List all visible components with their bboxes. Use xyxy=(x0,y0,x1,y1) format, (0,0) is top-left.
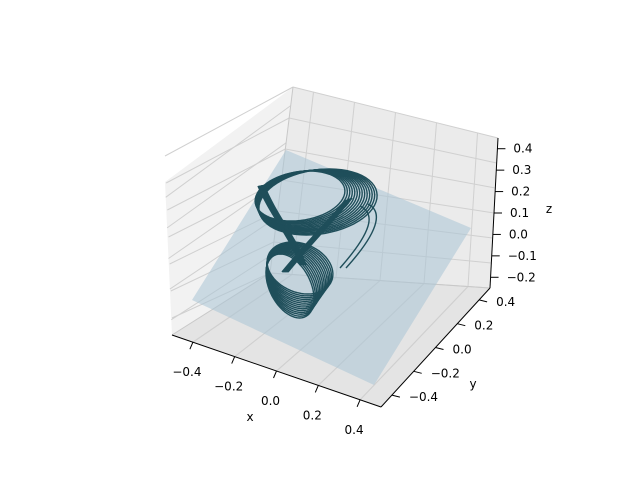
z-ticks: −0.2 −0.1 0.0 0.1 0.2 0.3 0.4 xyxy=(490,142,537,284)
trajectory-series xyxy=(254,168,378,319)
y-tick-label: 0.0 xyxy=(453,343,472,357)
z-tick-label: 0.3 xyxy=(512,163,531,177)
y-gridline-left xyxy=(166,142,287,229)
x-gridline-back xyxy=(467,132,478,287)
x-ticks: −0.4 −0.2 0.0 0.2 0.4 xyxy=(172,342,364,437)
z-tick-label: −0.2 xyxy=(507,270,536,284)
trajectory-tail xyxy=(339,203,378,269)
y-gridline-left xyxy=(165,105,291,198)
z-tick-label: −0.1 xyxy=(508,249,537,263)
z-axis-label: z xyxy=(546,202,552,216)
y-tick-label: 0.2 xyxy=(474,319,493,333)
trajectory-lower-loop xyxy=(266,241,334,295)
y-axis-label: y xyxy=(469,377,476,391)
y-tick-mark xyxy=(435,347,444,350)
z-tick-label: 0.0 xyxy=(509,227,528,241)
y-tick-label: 0.4 xyxy=(496,295,515,309)
y-tick-mark xyxy=(457,323,466,327)
y-tick-mark xyxy=(413,370,422,374)
trajectory-upper-loop xyxy=(258,168,378,236)
z-gridline xyxy=(165,117,290,184)
z-tick-label: 0.4 xyxy=(513,142,532,156)
y-tick-mark xyxy=(391,394,401,398)
y-gridline xyxy=(359,286,469,401)
y-tick-mark xyxy=(478,299,488,303)
z-gridline xyxy=(167,148,286,211)
x-tick-mark xyxy=(231,356,236,364)
y-tick-label: −0.4 xyxy=(409,390,438,404)
z-tick-label: 0.1 xyxy=(510,206,529,220)
x-tick-mark xyxy=(273,370,277,379)
x-tick-label: 0.0 xyxy=(261,394,280,408)
x-tick-label: 0.4 xyxy=(345,423,364,437)
x-tick-mark xyxy=(189,342,194,350)
trajectory-crossing xyxy=(263,184,347,273)
x-tick-label: −0.2 xyxy=(214,380,243,394)
y-ticks: −0.4 −0.2 0.00.20.4 xyxy=(391,295,515,404)
x-tick-mark xyxy=(314,385,319,393)
z-tick-label: 0.2 xyxy=(511,185,530,199)
x-tick-mark xyxy=(356,399,361,407)
y-tick-label: −0.2 xyxy=(431,366,460,380)
z-gridline xyxy=(164,86,294,157)
x-tick-label: −0.4 xyxy=(172,365,201,379)
x-tick-label: 0.2 xyxy=(303,408,322,422)
x-axis-label: x xyxy=(246,410,253,424)
